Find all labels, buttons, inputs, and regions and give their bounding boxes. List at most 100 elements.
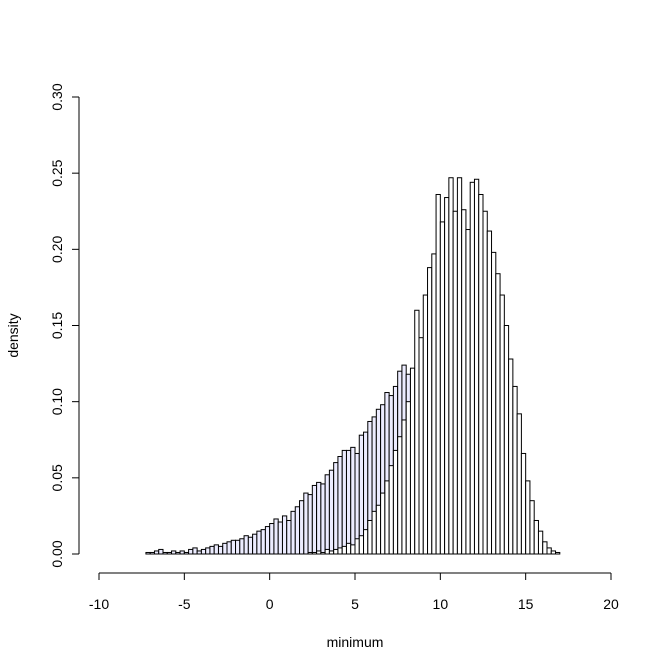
x-tick-label: 10	[433, 596, 449, 612]
series-a-bar	[200, 548, 207, 555]
series-b-bar	[482, 210, 488, 555]
series-a-bar	[158, 548, 164, 555]
series-a-bar	[303, 492, 309, 555]
series-a-bar	[183, 551, 190, 555]
series-a-bar	[320, 483, 326, 555]
series-a-bar	[286, 519, 292, 555]
x-axis-title: minimum	[327, 634, 384, 650]
series-a-bar	[345, 449, 352, 555]
series-b-bar	[555, 551, 561, 555]
series-b-bar	[503, 325, 510, 555]
series-b-bar	[495, 273, 501, 555]
series-a-bar	[239, 538, 245, 555]
y-tick-label: 0.00	[49, 540, 65, 567]
series-b-bar	[320, 551, 326, 555]
series-b-bar	[525, 480, 531, 555]
series-a-bar	[213, 544, 219, 555]
series-b-bar	[465, 229, 471, 555]
series-b-bar	[363, 529, 369, 555]
series-a-bar	[175, 551, 181, 555]
series-b-bar	[448, 177, 454, 555]
series-b-bar	[533, 519, 539, 555]
series-b-bar	[380, 492, 386, 555]
series-a-bar	[260, 529, 266, 555]
series-b-bar	[516, 413, 522, 555]
series-a-bar	[192, 547, 198, 555]
series-b-bar	[397, 436, 403, 555]
series-b-bar	[512, 385, 518, 555]
series-a-bar	[333, 462, 339, 555]
series-a-bar	[162, 551, 168, 555]
series-b-bar	[345, 542, 352, 555]
series-b-bar	[546, 547, 552, 555]
y-tick-label: 0.10	[49, 388, 65, 415]
series-b-bar	[439, 221, 446, 555]
series-a-bar	[311, 484, 318, 555]
series-b-bar	[324, 548, 330, 555]
series-a-bar	[230, 539, 237, 555]
series-b-bar	[414, 309, 420, 555]
series-a-bar	[179, 550, 185, 555]
series-a-bar	[294, 506, 301, 555]
series-a-bar	[264, 526, 271, 555]
series-b-bar	[367, 519, 373, 555]
series-a-bar	[299, 500, 305, 555]
series-a-bar	[324, 474, 330, 555]
series-a-bar	[166, 551, 173, 555]
series-a-bar	[273, 518, 279, 555]
series-b-bar	[473, 178, 480, 555]
series-b-bar	[478, 193, 484, 555]
series-b-bar	[328, 550, 335, 555]
series-b-bar	[491, 251, 497, 555]
series-a-bar	[153, 550, 160, 555]
series-b-bar	[456, 177, 463, 555]
series-b-bar	[427, 267, 433, 555]
series-b-bar	[409, 367, 416, 555]
series-b-bar	[307, 551, 313, 555]
series-a-bar	[269, 523, 275, 555]
series-b-bar	[405, 401, 411, 555]
series-a-bar	[171, 550, 177, 555]
series-b-bar	[316, 550, 322, 555]
series-b-bar	[435, 193, 441, 555]
series-a-bar	[217, 545, 224, 555]
series-a-bar	[341, 449, 347, 555]
series-b-bar	[333, 548, 339, 555]
series-b-bar	[508, 358, 514, 555]
series-b-bar	[341, 545, 347, 555]
y-tick-label: 0.05	[49, 464, 65, 491]
series-b-bar	[354, 538, 360, 555]
x-tick-label: 15	[518, 596, 534, 612]
series-a-bar	[196, 550, 202, 555]
series-b-bar	[431, 253, 437, 555]
series-b-bar	[311, 551, 318, 555]
series-b-bars	[307, 177, 561, 555]
x-tick-label: 0	[266, 596, 274, 612]
series-a-bar	[350, 446, 356, 555]
series-a-bar	[337, 456, 343, 555]
x-tick-label: -10	[89, 596, 109, 612]
series-b-bar	[499, 294, 505, 555]
x-tick-label: 20	[603, 596, 619, 612]
series-b-bar	[444, 197, 450, 555]
series-b-bar	[388, 465, 394, 555]
x-axis: -10 -5 0 5 10 15 20	[89, 572, 619, 612]
y-tick-label: 0.25	[49, 159, 65, 186]
series-b-bar	[422, 294, 429, 555]
series-b-bar	[461, 209, 467, 555]
x-tick-label: -5	[178, 596, 191, 612]
series-b-bar	[452, 210, 458, 555]
y-tick-label: 0.20	[49, 235, 65, 262]
series-b-bar	[529, 500, 535, 555]
y-axis-title: density	[5, 313, 21, 357]
series-b-bar	[392, 449, 399, 555]
series-a-bar	[307, 494, 313, 555]
series-b-bar	[337, 547, 343, 555]
series-a-bar	[188, 548, 194, 555]
series-a-bar	[247, 536, 254, 555]
series-b-bar	[486, 230, 493, 555]
series-a-bar	[256, 530, 262, 555]
y-tick-label: 0.30	[49, 83, 65, 110]
series-a-bar	[252, 533, 258, 555]
series-b-bar	[358, 535, 365, 555]
